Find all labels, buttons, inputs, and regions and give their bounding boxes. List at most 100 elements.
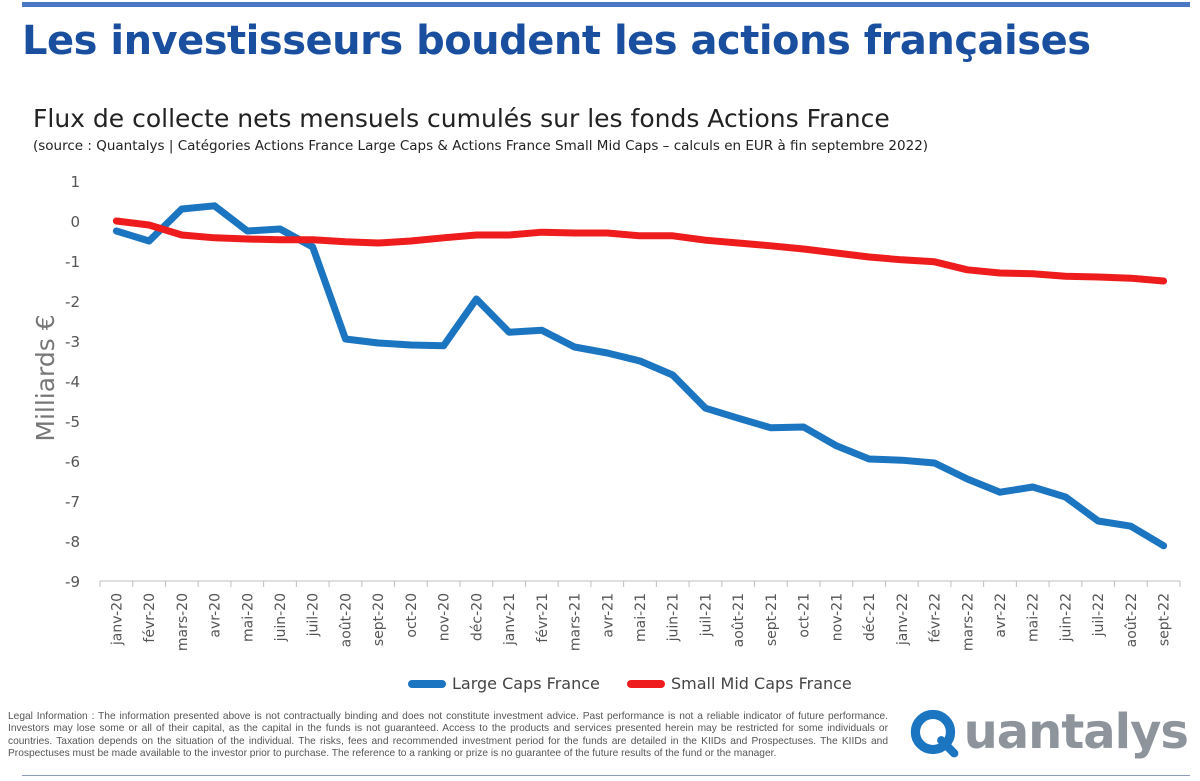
x-tick-label: janv-20 [109, 593, 125, 646]
data-point [407, 341, 415, 349]
data-point [145, 221, 153, 229]
x-tick-label: sept-20 [371, 593, 387, 646]
data-point [931, 459, 938, 467]
data-point [734, 239, 742, 247]
y-tick-label: 1 [70, 173, 80, 191]
y-tick-label: -9 [65, 573, 80, 591]
y-tick-label: 0 [70, 213, 80, 231]
data-point [964, 266, 971, 273]
y-axis-title: Milliards € [31, 314, 60, 441]
data-point [342, 238, 349, 245]
legend-item-small-mid-caps: Small Mid Caps France [627, 674, 852, 693]
data-point [113, 227, 120, 235]
data-point [1094, 273, 1102, 281]
x-tick-label: oct-21 [797, 593, 813, 638]
x-tick-label: juin-20 [273, 593, 289, 642]
data-point [1160, 277, 1167, 285]
data-point [964, 475, 971, 483]
y-tick-label: -7 [65, 493, 80, 511]
data-point [996, 269, 1004, 277]
x-tick-label: juin-22 [1058, 593, 1074, 642]
data-point [440, 234, 447, 241]
x-tick-label: avr-21 [600, 593, 616, 638]
top-rule [22, 2, 1190, 7]
data-point [211, 234, 218, 241]
data-point [1062, 273, 1069, 280]
x-tick-label: sept-21 [764, 593, 780, 646]
data-point [604, 229, 611, 237]
data-point [309, 243, 316, 251]
data-point [800, 245, 807, 253]
x-tick-label: mai-22 [1026, 593, 1042, 642]
data-point [244, 235, 251, 243]
x-tick-label: avr-20 [208, 593, 224, 638]
data-point [1094, 517, 1102, 525]
y-tick-label: -3 [65, 333, 80, 351]
data-point [1127, 275, 1135, 282]
x-tick-label: janv-21 [502, 593, 518, 646]
data-point [473, 231, 480, 239]
x-tick-label: févr-20 [142, 593, 158, 643]
chart-legend: Large Caps France Small Mid Caps France [0, 674, 1200, 700]
data-point [211, 202, 218, 209]
x-tick-label: août-21 [731, 593, 747, 647]
data-point [1029, 270, 1036, 277]
data-point [996, 489, 1004, 496]
series-line-0 [112, 202, 1168, 550]
x-tick-label: oct-20 [404, 593, 420, 638]
x-tick-label: janv-22 [895, 593, 911, 646]
legend-swatch-large-caps [408, 679, 446, 688]
data-point [1160, 542, 1167, 549]
data-point [865, 455, 873, 463]
data-point [505, 329, 513, 336]
data-point [374, 239, 382, 247]
data-point [440, 342, 447, 349]
x-tick-label: déc-21 [862, 593, 878, 641]
x-tick-label: déc-20 [469, 593, 485, 641]
y-tick-label: -2 [65, 293, 80, 311]
data-point [767, 424, 775, 431]
x-tick-label: mars-21 [568, 593, 584, 651]
data-point [571, 343, 578, 351]
legal-information: Legal Information : The information pres… [8, 711, 888, 759]
legend-label-small-mid-caps: Small Mid Caps France [671, 674, 852, 693]
x-tick-label: mars-22 [960, 593, 976, 651]
data-point [833, 442, 840, 449]
page-headline: Les investisseurs boudent les actions fr… [22, 18, 1091, 64]
chart-subtitle: (source : Quantalys | Catégories Actions… [33, 138, 929, 154]
x-tick-label: févr-21 [535, 593, 551, 643]
data-point [342, 335, 349, 343]
data-point [178, 205, 186, 213]
data-point [178, 231, 186, 239]
legend-item-large-caps: Large Caps France [408, 674, 600, 693]
data-point [244, 227, 251, 235]
data-point [833, 249, 840, 257]
bottom-rule [22, 775, 1190, 776]
quantalys-q-icon [910, 709, 959, 758]
x-tick-label: avr-22 [993, 593, 1009, 638]
data-point [538, 229, 546, 236]
chart-title: Flux de collecte nets mensuels cumulés s… [33, 104, 890, 133]
data-point [734, 415, 742, 422]
data-point [276, 236, 284, 243]
legend-label-large-caps: Large Caps France [452, 674, 600, 693]
legend-swatch-small-mid-caps [627, 679, 665, 688]
data-point [1127, 523, 1135, 530]
x-tick-label: mai-21 [633, 593, 649, 642]
data-point [407, 237, 415, 245]
data-point [374, 339, 382, 347]
x-tick-label: nov-20 [437, 593, 453, 641]
data-point [636, 357, 644, 365]
data-point [702, 237, 709, 244]
x-tick-label: août-20 [338, 593, 354, 647]
data-point [669, 232, 676, 239]
data-point [898, 256, 906, 263]
data-point [538, 327, 546, 334]
x-tick-label: mars-20 [175, 593, 191, 651]
y-tick-label: -4 [65, 373, 80, 391]
data-point [604, 349, 611, 357]
data-point [1029, 483, 1036, 491]
x-tick-label: juil-22 [1091, 593, 1107, 637]
data-point [309, 236, 316, 243]
